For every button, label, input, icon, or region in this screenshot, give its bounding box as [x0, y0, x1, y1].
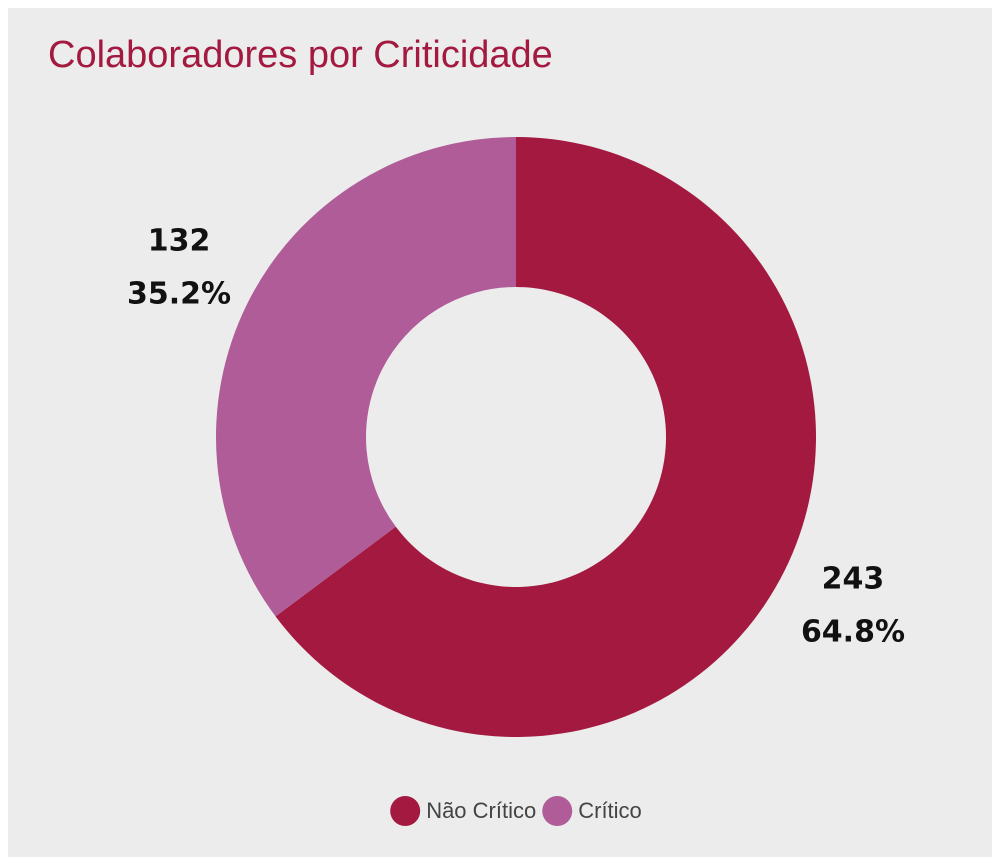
chart-title: Colaboradores por Criticidade [48, 34, 553, 76]
legend-marker [542, 796, 573, 826]
data-label: 132 [148, 223, 211, 258]
data-label: 35.2% [127, 276, 231, 311]
legend-label: Crítico [578, 798, 642, 823]
data-label: 64.8% [801, 615, 905, 650]
slice [275, 137, 816, 737]
slice [215, 137, 516, 617]
data-label: 243 [822, 562, 885, 597]
legend-label: Não Crítico [426, 798, 536, 823]
legend-marker [390, 796, 421, 826]
